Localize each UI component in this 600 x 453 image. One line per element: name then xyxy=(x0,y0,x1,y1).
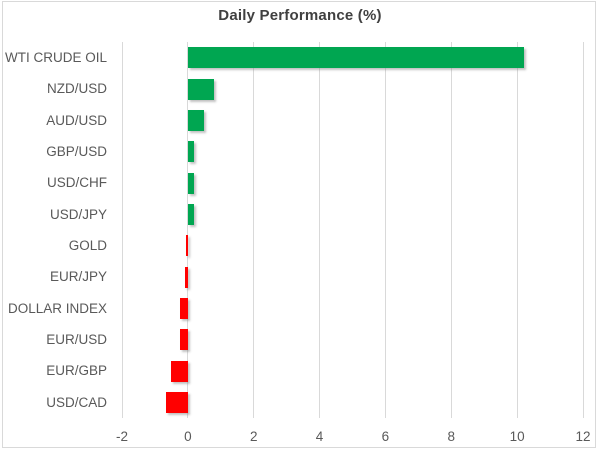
category-label-usd-cad: USD/CAD xyxy=(46,394,107,410)
bar-dollar-index xyxy=(179,297,188,319)
bar-eur-jpy xyxy=(184,266,188,288)
gridline-8 xyxy=(450,42,452,418)
category-label-gbp-usd: GBP/USD xyxy=(46,144,107,160)
category-label-usd-chf: USD/CHF xyxy=(47,175,107,191)
x-tick-label-0: 0 xyxy=(184,429,192,444)
chart-title: Daily Performance (%) xyxy=(218,7,382,24)
gridline-0 xyxy=(187,42,189,418)
x-tick-label-6: 6 xyxy=(381,429,390,444)
x-tick-label-12: 12 xyxy=(575,429,591,444)
bar-nzd-usd xyxy=(187,78,215,100)
gridline-2 xyxy=(253,42,255,418)
category-label-nzd-usd: NZD/USD xyxy=(47,81,107,97)
category-label-wti-crude-oil: WTI CRUDE OIL xyxy=(4,50,107,66)
bar-eur-usd xyxy=(179,329,188,351)
bar-wti-crude-oil xyxy=(187,47,524,69)
gridline-10 xyxy=(516,42,518,418)
category-label-eur-usd: EUR/USD xyxy=(46,332,107,348)
gridline-6 xyxy=(384,42,386,418)
x-tick-label-4: 4 xyxy=(315,429,324,444)
category-label-gold: GOLD xyxy=(68,238,107,254)
x-tick-label-2: 2 xyxy=(249,429,258,444)
bar-usd-cad xyxy=(166,391,188,413)
bar-gbp-usd xyxy=(187,141,195,163)
x-tick-label-10: 10 xyxy=(509,429,525,444)
category-label-eur-gbp: EUR/GBP xyxy=(46,363,107,379)
category-label-dollar-index: DOLLAR INDEX xyxy=(7,300,107,316)
bar-gold xyxy=(186,235,188,257)
x-tick-label-8: 8 xyxy=(447,429,456,444)
bar-usd-jpy xyxy=(187,203,195,225)
gridline-12 xyxy=(582,42,584,418)
bar-usd-chf xyxy=(187,172,195,194)
gridline--2 xyxy=(121,42,123,418)
bar-eur-gbp xyxy=(171,360,188,382)
category-label-usd-jpy: USD/JPY xyxy=(49,206,107,222)
gridline-4 xyxy=(319,42,321,418)
bar-aud-usd xyxy=(187,109,205,131)
category-label-eur-jpy: EUR/JPY xyxy=(49,269,107,285)
x-tick-label--2: -2 xyxy=(115,429,128,444)
category-label-aud-usd: AUD/USD xyxy=(46,112,107,128)
